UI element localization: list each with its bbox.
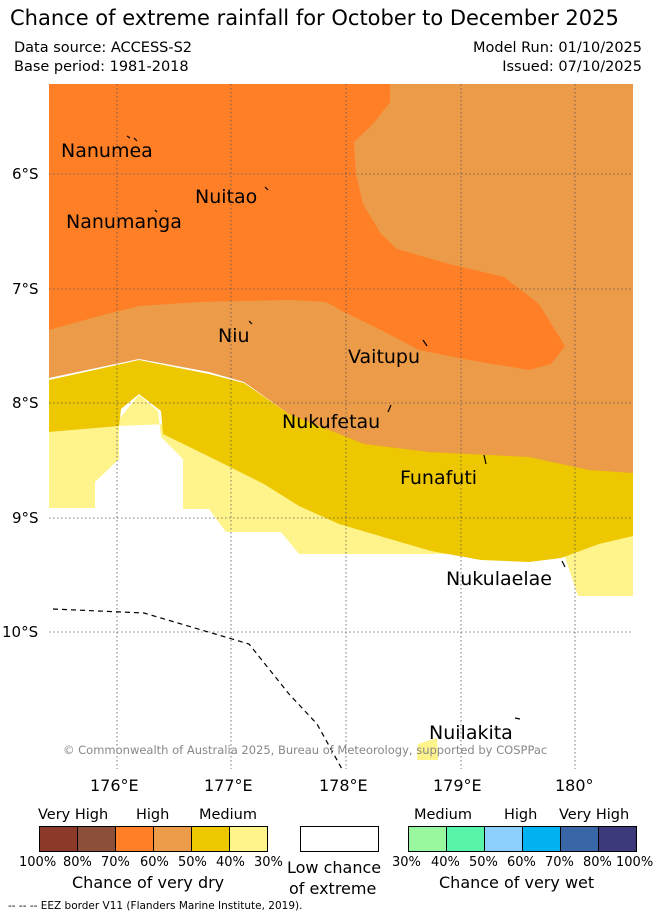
lat-label-7s: 7°S xyxy=(12,280,39,298)
lon-label-177e: 177°E xyxy=(204,776,253,795)
legend-wet-medium: Medium xyxy=(414,807,472,823)
island-label-nanumanga: Nanumanga xyxy=(66,211,182,233)
legend-wet-pct-70: 70% xyxy=(545,855,574,870)
legend-wet-very-high: Very High xyxy=(559,807,630,823)
island-label-nuitao: Nuitao xyxy=(195,186,258,208)
issued-date: Issued: 07/10/2025 xyxy=(502,59,642,75)
swatch-dry-50-40 xyxy=(191,826,230,852)
lon-label-179e: 179°E xyxy=(433,776,482,795)
eez-border-line xyxy=(52,608,343,769)
legend-low-caption-2: of extreme xyxy=(289,879,377,898)
swatch-low-chance xyxy=(300,826,379,852)
swatch-dry-40-30 xyxy=(229,826,268,852)
swatch-dry-70-60 xyxy=(115,826,154,852)
legend-wet-caption: Chance of very wet xyxy=(439,873,595,892)
lat-label-8s: 8°S xyxy=(12,394,39,412)
legend-wet-pct-50: 50% xyxy=(469,855,498,870)
island-label-nukufetau: Nukufetau xyxy=(282,411,381,433)
island-label-nukulaelae: Nukulaelae xyxy=(446,568,552,590)
region-dry-medium-high xyxy=(49,360,633,562)
region-dry-high-high xyxy=(49,84,565,370)
legend-dry-pct-70: 70% xyxy=(101,855,130,870)
legend-wet-pct-60: 60% xyxy=(507,855,536,870)
legend-wet-pct-100: 100% xyxy=(616,855,654,870)
swatch-wet-30-40 xyxy=(408,826,447,852)
map-title: Chance of extreme rainfall for October t… xyxy=(10,6,619,30)
legend-dry-high: High xyxy=(136,807,170,823)
lat-label-10s: 10°S xyxy=(2,623,39,641)
swatch-dry-80-70 xyxy=(77,826,116,852)
island-label-nanumea: Nanumea xyxy=(61,140,153,162)
rainfall-map xyxy=(49,84,633,769)
data-source: Data source: ACCESS-S2 xyxy=(14,40,193,56)
model-run: Model Run: 01/10/2025 xyxy=(472,40,642,56)
legend-low-caption-1: Low chance xyxy=(287,858,382,877)
legend-wet-high: High xyxy=(504,807,538,823)
graticule xyxy=(49,84,633,769)
swatch-wet-50-60 xyxy=(484,826,523,852)
legend-dry-pct-40: 40% xyxy=(216,855,245,870)
swatch-wet-70-80 xyxy=(560,826,599,852)
legend-dry-pct-100: 100% xyxy=(19,855,57,870)
island-label-nuilakita: Nuilakita xyxy=(429,722,513,744)
legend-dry-pct-50: 50% xyxy=(178,855,207,870)
swatch-wet-40-50 xyxy=(446,826,485,852)
base-period: Base period: 1981-2018 xyxy=(14,59,189,75)
legend-wet-pct-30: 30% xyxy=(392,855,421,870)
copyright-notice: © Commonwealth of Australia 2025, Bureau… xyxy=(63,743,548,757)
region-dry-medium-islet xyxy=(417,738,438,760)
lat-label-9s: 9°S xyxy=(12,509,39,527)
legend-dry-pct-80: 80% xyxy=(63,855,92,870)
island-label-vaitupu: Vaitupu xyxy=(348,346,421,368)
swatch-dry-100-80 xyxy=(39,826,78,852)
island-marks xyxy=(126,135,566,720)
legend-dry-pct-60: 60% xyxy=(140,855,169,870)
lon-label-180: 180° xyxy=(555,776,594,795)
swatch-dry-60-50 xyxy=(153,826,192,852)
lon-label-176e: 176°E xyxy=(90,776,139,795)
legend-dry-caption: Chance of very dry xyxy=(72,873,225,892)
island-label-funafuti: Funafuti xyxy=(400,467,478,489)
legend-dry-medium: Medium xyxy=(199,807,257,823)
lon-label-178e: 178°E xyxy=(319,776,368,795)
swatch-wet-60-70 xyxy=(522,826,561,852)
legend-wet-pct-40: 40% xyxy=(431,855,460,870)
legend-dry-very-high: Very High xyxy=(38,807,109,823)
lat-label-6s: 6°S xyxy=(12,165,39,183)
island-label-niu: Niu xyxy=(218,325,250,347)
eez-footnote: -- -- -- EEZ border V11 (Flanders Marine… xyxy=(8,900,303,912)
swatch-wet-80-100 xyxy=(598,826,637,852)
legend-wet-pct-80: 80% xyxy=(583,855,612,870)
legend-dry-pct-30: 30% xyxy=(254,855,283,870)
